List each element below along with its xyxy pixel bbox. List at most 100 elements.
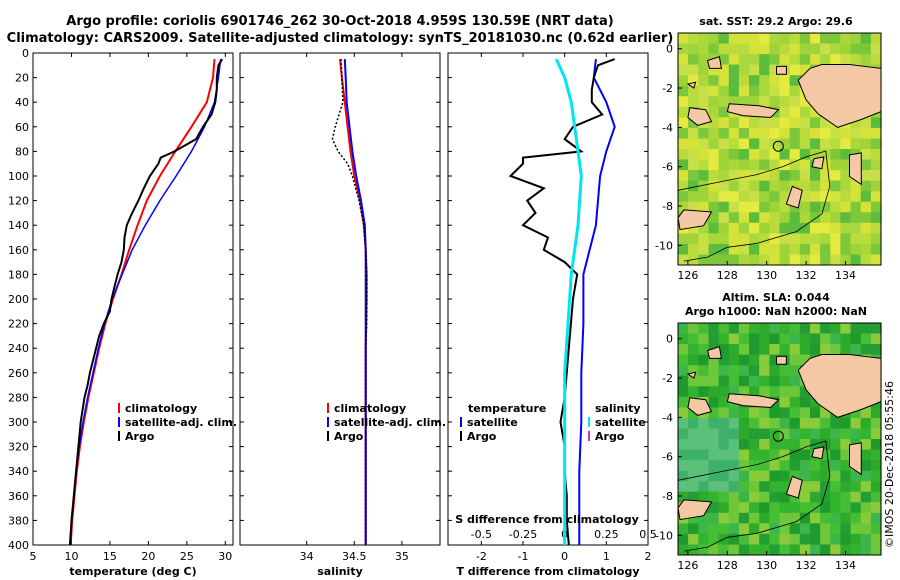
map-y-tick-label: -2 (662, 372, 673, 385)
map-cell (810, 117, 821, 129)
legend-title-temperature: temperature (468, 402, 546, 415)
map-cell (870, 323, 882, 334)
map-cell (708, 396, 720, 408)
map-island (687, 107, 713, 126)
map-cell (850, 222, 862, 234)
map-cell (769, 523, 781, 535)
map-cell (708, 375, 720, 387)
map-cell (779, 428, 791, 440)
x-tick-label: 25 (180, 550, 194, 563)
temperature-plot: 0 20 40 60 80 100 120 140 160 180 200 220 240 260 280 3… (8, 47, 237, 563)
map-cell (749, 323, 760, 334)
map-cell (820, 54, 831, 66)
map-cell (840, 481, 852, 493)
map-cell (840, 323, 852, 334)
map-cell (870, 523, 882, 535)
map-cell (749, 491, 760, 503)
map-cell (718, 138, 730, 150)
map-cell (728, 85, 740, 97)
map-y-tick-label: -8 (662, 490, 673, 503)
map-cell (749, 201, 760, 213)
title-line-1: Argo profile: coriolis 6901746_262 30-Oc… (66, 14, 613, 29)
map-cell (749, 386, 760, 398)
map-cell (688, 254, 699, 266)
map-cell (728, 428, 740, 440)
map-cell (850, 407, 862, 419)
map-cell (850, 233, 862, 245)
map-cell (688, 375, 699, 387)
map-y-tick-label: -6 (662, 161, 673, 174)
map-cell (860, 159, 872, 171)
map-cell (698, 149, 709, 160)
map-cell (759, 544, 770, 556)
map-cell (799, 470, 811, 482)
map-cell (810, 333, 821, 345)
map-cell (860, 138, 872, 150)
map-cell (698, 138, 709, 150)
map-cell (870, 191, 882, 203)
map-cell (738, 491, 750, 503)
map-cell (759, 449, 770, 461)
map-cell (820, 512, 831, 524)
map-cell (799, 533, 811, 545)
map-cell (728, 117, 740, 129)
map-cell (759, 428, 770, 440)
map-frame (677, 32, 882, 266)
map-cell (769, 191, 781, 203)
map-cell (789, 149, 801, 160)
map-cell (870, 502, 882, 514)
map-cell (688, 449, 699, 461)
map-cell (799, 201, 811, 213)
map-cell (799, 127, 811, 139)
map-cell (698, 54, 709, 66)
map-cell (749, 191, 760, 203)
map-cell (759, 170, 770, 182)
map-cell (698, 127, 709, 139)
map-cell (840, 222, 852, 234)
map-cell (789, 106, 801, 118)
map-cell (779, 170, 791, 182)
map-cell (688, 159, 699, 171)
map-cell (830, 180, 841, 192)
map-cell (860, 491, 872, 503)
map-cell (810, 396, 821, 408)
map-cell (718, 106, 730, 118)
map-cell (708, 138, 720, 150)
map-cell (860, 54, 872, 66)
x-tick-label: 34.5 (342, 550, 367, 563)
map-cell (810, 481, 821, 493)
map-cell (769, 64, 781, 76)
top-tick-label: 0.5 (639, 528, 657, 541)
map-cell (698, 354, 709, 366)
map-cell (708, 64, 720, 76)
map-cell (860, 470, 872, 482)
map-cell (738, 428, 750, 440)
map-frame (677, 322, 882, 556)
map-cell (698, 191, 709, 203)
map-island (677, 499, 713, 521)
map-cell (820, 523, 831, 535)
map-cell (870, 460, 882, 472)
map-cell (850, 127, 862, 139)
map-cell (759, 344, 770, 356)
map-cell (759, 222, 770, 234)
map-cell (840, 439, 852, 450)
map-cell (779, 323, 791, 334)
map-cell (799, 396, 811, 408)
map-cell (688, 333, 699, 345)
map-cell (688, 544, 699, 556)
map-cell (779, 106, 791, 118)
map-cell (769, 138, 781, 150)
map-cell (840, 159, 852, 171)
map-cell (708, 212, 720, 224)
map-cell (789, 170, 801, 182)
map-cell (789, 333, 801, 345)
map-cell (759, 201, 770, 213)
map-cell (769, 75, 781, 87)
map-cell (820, 243, 831, 255)
map-cell (840, 491, 852, 503)
map-cell (708, 481, 720, 493)
map-island (687, 397, 713, 416)
map-cell (810, 417, 821, 429)
map-cell (678, 481, 689, 493)
